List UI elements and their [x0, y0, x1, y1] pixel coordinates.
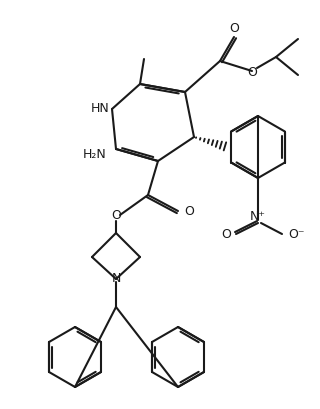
Text: O: O	[221, 228, 231, 241]
Text: H₂N: H₂N	[82, 148, 106, 161]
Text: HN: HN	[90, 102, 109, 115]
Text: O: O	[111, 209, 121, 222]
Text: N: N	[111, 271, 121, 284]
Text: N⁺: N⁺	[250, 209, 266, 222]
Text: O: O	[184, 205, 194, 218]
Text: O⁻: O⁻	[288, 228, 305, 241]
Text: O: O	[229, 22, 239, 35]
Text: O: O	[247, 65, 257, 78]
